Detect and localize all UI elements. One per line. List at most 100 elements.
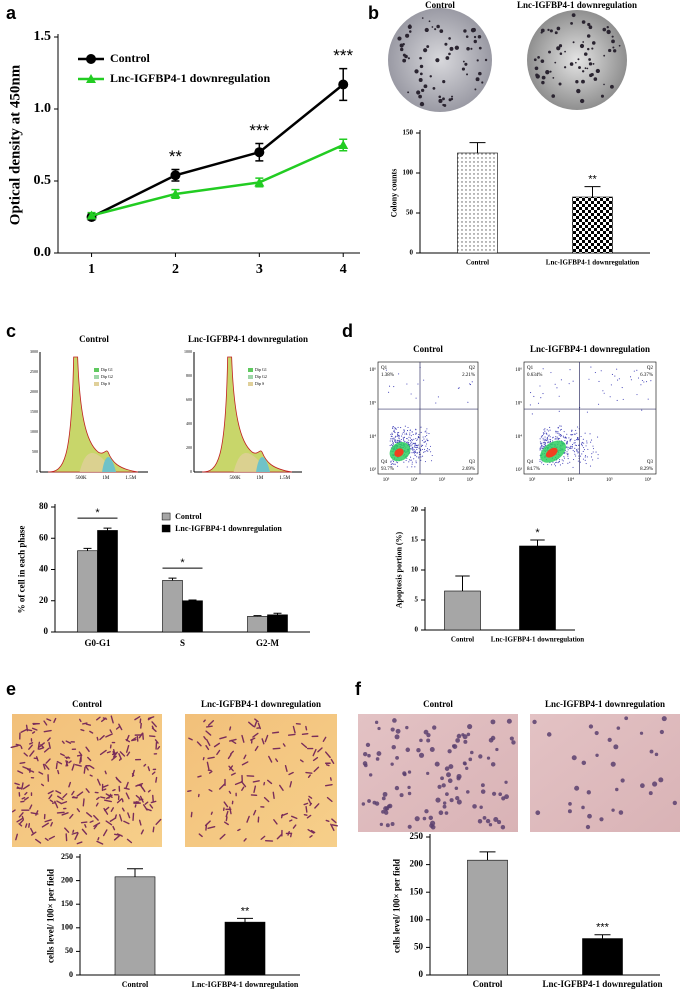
event bbox=[650, 380, 652, 382]
event bbox=[409, 434, 411, 436]
cell bbox=[292, 824, 297, 829]
event bbox=[418, 433, 420, 436]
cell bbox=[45, 758, 51, 764]
event bbox=[402, 431, 404, 433]
hist-legend-swatch bbox=[94, 382, 99, 386]
colony bbox=[613, 49, 617, 53]
hist-legend-swatch bbox=[94, 368, 99, 372]
cell bbox=[143, 763, 147, 767]
cell bbox=[288, 771, 294, 776]
cell bbox=[154, 739, 159, 744]
flow-x-label: 10³ bbox=[529, 477, 536, 483]
cell bbox=[71, 763, 75, 771]
event bbox=[398, 435, 400, 437]
colony bbox=[434, 28, 437, 31]
event bbox=[415, 443, 417, 445]
cell bbox=[229, 750, 234, 755]
event bbox=[410, 440, 412, 442]
cell bbox=[71, 831, 79, 835]
cell bbox=[309, 835, 313, 838]
event bbox=[575, 444, 578, 447]
event bbox=[414, 452, 416, 454]
event bbox=[597, 454, 599, 456]
cell bbox=[454, 786, 459, 791]
event bbox=[581, 453, 583, 455]
event bbox=[573, 433, 575, 435]
cell bbox=[32, 723, 38, 726]
cell bbox=[405, 747, 411, 753]
event bbox=[403, 440, 405, 442]
quadrant-name: Q1 bbox=[527, 366, 534, 371]
bar bbox=[182, 600, 203, 633]
flow-x-label: 10⁴ bbox=[567, 477, 574, 483]
event bbox=[630, 379, 632, 381]
quadrant-name: Q3 bbox=[469, 460, 476, 465]
cell bbox=[449, 798, 454, 803]
event bbox=[425, 445, 427, 447]
y-tick-label: 10 bbox=[411, 566, 419, 574]
cell bbox=[309, 802, 313, 807]
cell bbox=[264, 734, 269, 743]
event bbox=[393, 431, 396, 433]
cell bbox=[659, 729, 664, 735]
cell bbox=[205, 738, 211, 747]
cell bbox=[313, 766, 320, 773]
event bbox=[391, 439, 393, 441]
cell bbox=[147, 789, 151, 793]
event bbox=[390, 435, 392, 437]
cell bbox=[96, 840, 104, 845]
event bbox=[597, 457, 599, 459]
hist-y-label: 600 bbox=[186, 397, 192, 402]
event bbox=[621, 387, 623, 389]
event bbox=[396, 441, 398, 443]
event bbox=[584, 459, 586, 461]
colony bbox=[474, 88, 477, 91]
cell bbox=[303, 813, 308, 816]
colony bbox=[477, 35, 482, 39]
panel-letter: d bbox=[342, 321, 353, 341]
cell bbox=[15, 743, 22, 747]
event bbox=[581, 444, 583, 446]
event bbox=[582, 450, 584, 453]
cell bbox=[243, 838, 247, 842]
event bbox=[543, 433, 545, 435]
event bbox=[411, 431, 413, 433]
y-tick-label: 150 bbox=[410, 886, 424, 896]
y-tick-label: 80 bbox=[39, 501, 49, 511]
colony bbox=[581, 20, 586, 24]
cell bbox=[48, 794, 53, 800]
colony bbox=[409, 30, 412, 33]
y-tick-label: 100 bbox=[410, 914, 424, 924]
event bbox=[568, 383, 570, 385]
cell bbox=[83, 766, 86, 774]
cell bbox=[62, 793, 68, 799]
event bbox=[571, 430, 573, 432]
cell bbox=[414, 816, 420, 822]
event bbox=[616, 368, 618, 370]
cell bbox=[116, 797, 123, 804]
cell bbox=[17, 770, 24, 774]
event bbox=[586, 411, 588, 413]
event bbox=[592, 448, 595, 450]
quadrant-value: 2.69% bbox=[462, 467, 475, 472]
significance: *** bbox=[249, 121, 269, 140]
event bbox=[554, 383, 556, 385]
cell bbox=[112, 750, 116, 758]
event bbox=[592, 459, 594, 461]
cell bbox=[28, 823, 31, 828]
y-axis-title: Apoptosis portion (%) bbox=[395, 531, 404, 608]
colony bbox=[575, 61, 577, 64]
event bbox=[423, 438, 425, 440]
event bbox=[414, 451, 416, 453]
cell bbox=[16, 817, 23, 823]
event bbox=[437, 396, 439, 398]
event bbox=[568, 437, 570, 439]
event bbox=[540, 397, 542, 399]
event bbox=[581, 441, 584, 443]
event bbox=[539, 385, 541, 387]
event bbox=[414, 442, 416, 444]
cell bbox=[44, 837, 49, 842]
image-label: Control bbox=[79, 334, 109, 344]
panel-letter: b bbox=[368, 3, 379, 23]
legend-label: Lnc-IGFBP4-1 downregulation bbox=[175, 524, 282, 533]
